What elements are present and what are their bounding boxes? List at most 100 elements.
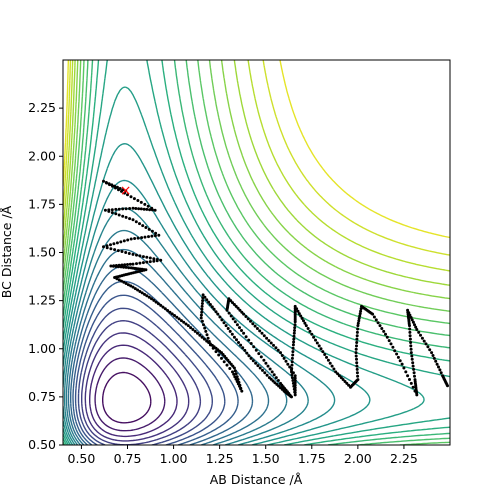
- trajectory-point: [229, 299, 233, 303]
- trajectory-point: [300, 316, 304, 320]
- trajectory-point: [355, 341, 359, 344]
- trajectory-point: [128, 207, 132, 210]
- trajectory-point: [411, 320, 415, 324]
- trajectory-point: [155, 259, 159, 263]
- trajectory-point: [290, 376, 294, 380]
- y-axis-label: BC Distance /Å: [0, 205, 14, 298]
- contour-level: [81, 320, 202, 445]
- trajectory-point: [123, 191, 126, 195]
- trajectory-point: [332, 367, 336, 371]
- trajectory-point: [258, 329, 262, 333]
- trajectory-point: [233, 369, 237, 373]
- trajectory-point: [154, 231, 158, 235]
- trajectory-point: [262, 334, 266, 338]
- trajectory-point: [231, 370, 234, 374]
- trajectory-point: [207, 300, 211, 304]
- trajectory-point: [321, 350, 325, 354]
- trajectory-point: [124, 189, 128, 193]
- trajectory-point: [126, 283, 130, 287]
- trajectory-point: [256, 364, 260, 368]
- trajectory-point: [136, 236, 140, 240]
- trajectory-point: [249, 356, 253, 360]
- trajectory-point: [131, 285, 135, 289]
- trajectory-point: [117, 188, 120, 192]
- trajectory-point: [117, 207, 121, 211]
- trajectory-point: [109, 247, 113, 251]
- trajectory-point: [356, 378, 360, 382]
- trajectory-point: [120, 250, 124, 253]
- trajectory-point: [239, 343, 243, 347]
- trajectory-point: [409, 347, 413, 351]
- trajectory-point: [146, 204, 150, 208]
- trajectory-point: [166, 309, 170, 312]
- trajectory-point: [228, 367, 232, 370]
- trajectory-point: [157, 233, 161, 237]
- contour-level: [84, 332, 190, 442]
- trajectory-point: [161, 305, 165, 309]
- trajectory-point: [102, 179, 105, 183]
- trajectory-point: [409, 381, 413, 385]
- trajectory-point: [127, 252, 131, 255]
- trajectory-point: [148, 208, 152, 212]
- trajectory-point: [410, 354, 414, 358]
- trajectory-point: [222, 321, 226, 325]
- trajectory-point: [232, 372, 236, 376]
- trajectory-point: [145, 207, 149, 211]
- trajectory-point: [284, 359, 288, 363]
- trajectory-point: [203, 295, 207, 299]
- plot-frame: [62, 59, 451, 446]
- trajectory-point: [233, 375, 237, 379]
- trajectory-point: [295, 307, 299, 311]
- trajectory-point: [387, 339, 391, 343]
- trajectory-point: [355, 361, 359, 365]
- trajectory-point: [314, 338, 317, 342]
- trajectory-point: [244, 335, 248, 339]
- trajectory-point: [406, 374, 410, 378]
- trajectory-point: [129, 284, 133, 288]
- trajectory-point: [140, 291, 144, 295]
- trajectory-point: [297, 312, 301, 316]
- trajectory-point: [290, 373, 294, 377]
- trajectory-point: [108, 183, 111, 187]
- trajectory-point: [292, 387, 296, 391]
- trajectory-point: [113, 276, 117, 279]
- y-tick-label: 0.50: [28, 437, 56, 452]
- trajectory-point: [371, 312, 375, 316]
- trajectory-point: [260, 331, 264, 335]
- trajectory-point: [232, 303, 236, 306]
- trajectory-path: [102, 179, 449, 399]
- trajectory-point: [182, 320, 186, 324]
- trajectory-point: [299, 314, 303, 318]
- trajectory-point: [208, 303, 212, 306]
- x-tick-label: 1.25: [206, 451, 234, 466]
- trajectory-point: [408, 327, 412, 331]
- trajectory-point: [147, 295, 151, 299]
- trajectory-point: [293, 393, 297, 397]
- trajectory-point: [238, 308, 242, 312]
- trajectory-point: [339, 376, 343, 380]
- trajectory-point: [354, 347, 358, 351]
- trajectory-point: [103, 208, 107, 212]
- trajectory-point: [159, 303, 163, 307]
- trajectory-point: [409, 344, 413, 348]
- trajectory-point: [135, 262, 138, 266]
- trajectory-point: [291, 381, 295, 385]
- trajectory-point: [141, 255, 145, 259]
- trajectory-point: [236, 306, 240, 310]
- trajectory-point: [138, 222, 141, 226]
- contour-level: [89, 344, 178, 438]
- trajectory-point: [292, 337, 296, 341]
- trajectory-point: [355, 371, 359, 375]
- trajectory-point: [205, 298, 209, 302]
- trajectory-point: [293, 323, 297, 327]
- trajectory-point: [241, 346, 245, 350]
- trajectory-point: [413, 374, 416, 378]
- contour-level: [63, 60, 450, 300]
- contour-level: [63, 86, 425, 445]
- trajectory-point: [123, 263, 127, 267]
- trajectory-point: [242, 312, 246, 316]
- trajectory-point: [402, 366, 406, 370]
- trajectory-point: [286, 362, 290, 366]
- trajectory-point: [196, 331, 199, 335]
- trajectory-point: [225, 363, 229, 367]
